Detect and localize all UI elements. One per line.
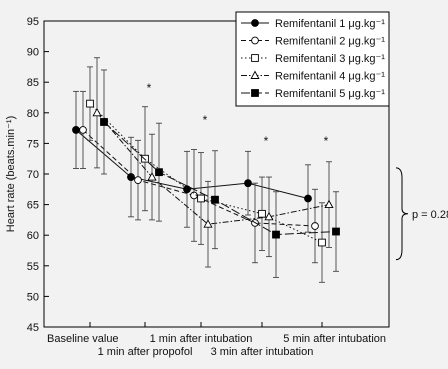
data-point <box>127 173 135 181</box>
x-category-label: 1 min after intubation <box>150 333 253 345</box>
y-tick-label: 60 <box>27 230 39 242</box>
significance-bracket <box>395 167 409 261</box>
legend-label: Remifentanil 5 μg.kg⁻¹ <box>275 88 385 100</box>
legend-marker <box>251 19 259 27</box>
data-point <box>311 222 319 230</box>
x-category-label: 3 min after intubation <box>211 346 314 358</box>
y-tick-label: 45 <box>27 322 39 334</box>
data-point <box>244 179 252 188</box>
y-tick-label: 95 <box>27 16 39 28</box>
data-point <box>147 172 157 181</box>
data-point <box>134 176 142 184</box>
y-tick-label: 70 <box>27 169 39 181</box>
y-tick-label: 75 <box>27 138 39 150</box>
data-point <box>197 194 205 203</box>
y-tick-label: 90 <box>27 47 39 59</box>
data-point <box>304 194 312 203</box>
data-point <box>272 230 280 239</box>
y-tick-label: 80 <box>27 108 39 120</box>
legend-label: Remifentanil 4 μg.kg⁻¹ <box>275 71 385 83</box>
x-category-label: 1 min after propofol <box>98 346 193 358</box>
data-point <box>100 118 108 126</box>
data-point <box>86 99 94 108</box>
data-point <box>155 168 163 177</box>
data-point <box>92 107 102 117</box>
legend-marker <box>250 70 260 79</box>
data-point <box>264 211 274 221</box>
data-point <box>324 199 334 209</box>
legend-label: Remifentanil 1 μg.kg⁻¹ <box>275 18 385 30</box>
legend-marker <box>251 54 259 62</box>
data-point <box>72 126 80 134</box>
significance-asterisk: * <box>203 113 208 127</box>
data-point <box>258 209 266 218</box>
y-axis-label: Heart rate (beats.min⁻¹) <box>5 116 17 232</box>
data-point <box>203 219 213 228</box>
significance-asterisk: * <box>147 81 152 95</box>
significance-asterisk: * <box>324 134 329 148</box>
legend-marker <box>251 89 259 97</box>
data-point <box>318 238 326 247</box>
data-point <box>79 126 87 134</box>
legend-label: Remifentanil 3 μg.kg⁻¹ <box>275 53 385 65</box>
legend-box <box>235 11 390 107</box>
x-category-label: 5 min after intubation <box>283 333 386 345</box>
y-tick-label: 55 <box>27 261 39 273</box>
data-point <box>332 227 340 236</box>
legend-marker <box>251 36 259 45</box>
data-point <box>211 195 219 204</box>
legend-label: Remifentanil 2 μg.kg⁻¹ <box>275 36 385 48</box>
significance-asterisk: * <box>264 134 269 148</box>
x-category-label: Baseline value <box>47 333 119 345</box>
y-tick-label: 85 <box>27 77 39 89</box>
data-point <box>183 185 191 194</box>
data-point <box>141 154 149 163</box>
y-tick-label: 50 <box>27 291 39 303</box>
p-value-annotation: p = 0.28 <box>412 209 448 221</box>
y-tick-label: 65 <box>27 200 39 212</box>
